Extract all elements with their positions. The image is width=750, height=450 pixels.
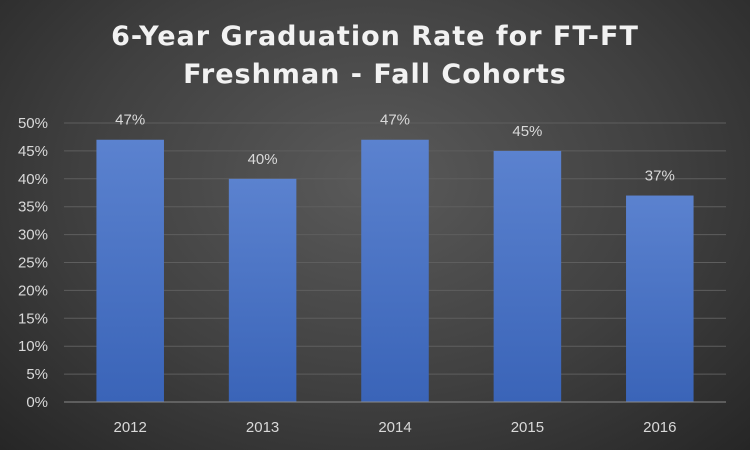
- y-tick-label: 5%: [26, 366, 48, 383]
- data-label-2013: 40%: [248, 151, 278, 168]
- bar-2013: [228, 178, 297, 402]
- x-tick-label-2013: 2013: [246, 419, 279, 436]
- y-tick-label: 30%: [18, 227, 48, 244]
- y-tick-label: 25%: [18, 255, 48, 272]
- y-tick-label: 15%: [18, 310, 48, 327]
- x-tick-label-2012: 2012: [114, 419, 147, 436]
- x-axis-ticks: 2012 2013 2014 2015 2016: [114, 419, 677, 436]
- y-tick-label: 50%: [18, 115, 48, 132]
- data-label-2012: 47%: [115, 112, 145, 129]
- bar-2012: [96, 139, 164, 403]
- x-tick-label-2014: 2014: [378, 419, 411, 436]
- bar-2014: [361, 139, 429, 403]
- data-label-2014: 47%: [380, 112, 410, 129]
- data-labels: 47% 40% 47% 45% 37%: [115, 112, 675, 185]
- data-label-2015: 45%: [512, 123, 542, 140]
- y-tick-label: 45%: [18, 143, 48, 160]
- chart-title: 6-Year Graduation Rate for FT-FT Freshma…: [111, 21, 639, 90]
- y-axis-ticks: 0% 5% 10% 15% 20% 25% 30% 35% 40% 45% 50%: [18, 115, 48, 411]
- bar-2016: [626, 195, 694, 402]
- bar-2015: [493, 150, 562, 402]
- bars: [96, 139, 694, 403]
- y-tick-label: 0%: [26, 394, 48, 411]
- y-tick-label: 35%: [18, 199, 48, 216]
- x-tick-label-2016: 2016: [643, 419, 676, 436]
- y-tick-label: 20%: [18, 282, 48, 299]
- data-label-2016: 37%: [645, 168, 675, 185]
- y-tick-label: 10%: [18, 338, 48, 355]
- y-tick-label: 40%: [18, 171, 48, 188]
- x-tick-label-2015: 2015: [511, 419, 544, 436]
